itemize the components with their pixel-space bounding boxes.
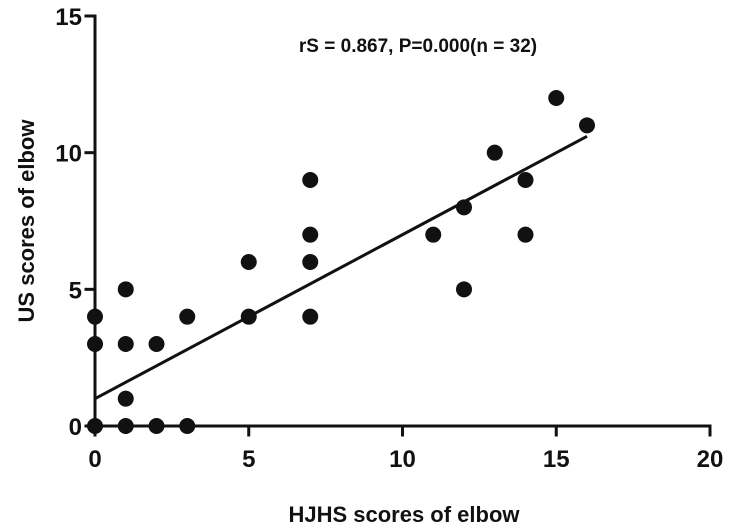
data-point [302,254,319,270]
axes: 0 5 10 15 0 5 10 15 20 [55,4,723,473]
data-point [87,336,103,352]
data-point [87,418,103,434]
x-tick-label: 15 [543,446,570,473]
y-tick-label: 10 [55,141,82,168]
data-point [117,281,134,298]
data-point [302,172,319,188]
data-point [240,254,257,270]
data-point [179,418,196,434]
data-point [179,308,196,325]
data-point [87,308,103,325]
data-point [148,418,165,434]
data-point [117,390,134,407]
x-axis-label: HJHS scores of elbow [288,502,520,527]
fit-line [94,134,588,400]
y-tick-label: 15 [55,4,82,31]
data-point [240,308,257,325]
x-tick-label: 20 [697,446,724,473]
y-tick-label: 5 [69,277,82,304]
data-point [117,336,134,352]
data-point [456,281,472,298]
data-point [579,117,595,134]
y-tick-label: 0 [69,414,82,441]
data-point [302,226,319,243]
data-point [148,336,165,352]
data-point [517,226,534,243]
data-points [87,90,595,434]
data-point [486,144,503,161]
y-axis-label: US scores of elbow [14,119,39,323]
x-tick-label: 10 [389,446,416,473]
regression-line [94,134,588,400]
chart-title: rS = 0.867, P=0.000(n = 32) [299,36,537,57]
x-tick-label: 0 [88,446,101,473]
data-point [117,418,134,434]
data-point [517,172,534,188]
data-point [456,199,472,216]
data-point [425,226,442,243]
data-point [548,90,565,106]
data-point [302,308,319,325]
x-tick-label: 5 [242,446,255,473]
